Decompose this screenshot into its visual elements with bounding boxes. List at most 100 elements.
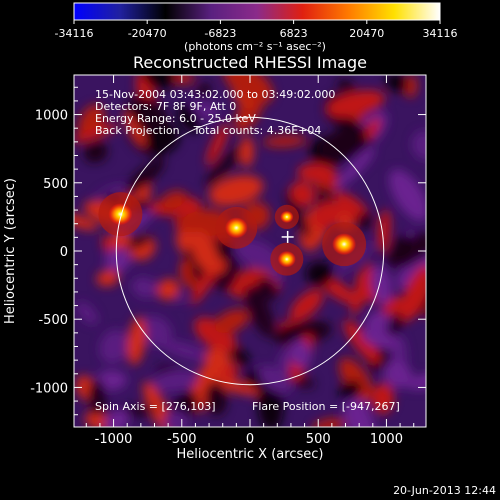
x-tick-label: 1000: [370, 432, 403, 447]
flux-source: [277, 250, 296, 268]
texture-patch: [400, 265, 426, 322]
x-tick-label: 0: [246, 432, 254, 447]
x-axis-title: Heliocentric X (arcsec): [177, 447, 324, 462]
info-line-method: Back Projection Total counts: 4.36E+04: [95, 124, 321, 137]
texture-patch: [273, 320, 332, 346]
colorbar-tick-label: 6823: [280, 27, 308, 40]
x-tick-label: -500: [167, 432, 197, 447]
texture-patch: [99, 329, 129, 364]
texture-patch: [293, 377, 315, 388]
flux-source: [280, 210, 294, 223]
texture-patch: [383, 361, 413, 389]
texture-patch: [377, 209, 391, 253]
texture-patch: [157, 278, 180, 301]
texture-patch: [194, 317, 236, 352]
texture-patch: [339, 357, 373, 401]
texture-patch: [223, 75, 274, 104]
texture-patch: [389, 169, 426, 221]
texture-patch: [297, 163, 337, 184]
solar-limb-circle: [115, 116, 385, 386]
colorbar-tick-label: 34116: [423, 27, 458, 40]
flare-position-label: Flare Position = [-947,267]: [252, 400, 400, 413]
texture-patch: [160, 340, 211, 362]
texture-patch: [138, 315, 172, 347]
texture-patch: [205, 381, 227, 416]
texture-patch: [74, 213, 98, 230]
texture-patch: [355, 212, 373, 230]
colorbar-tick-label: -20470: [128, 27, 167, 40]
texture-patch: [311, 418, 346, 427]
y-tick-label: 500: [43, 177, 68, 192]
timestamp: 20-Jun-2013 12:44: [393, 484, 496, 497]
texture-patch: [305, 261, 334, 287]
x-tick-label: -1000: [95, 432, 133, 447]
texture-patch: [244, 285, 275, 338]
texture-patch: [404, 75, 418, 98]
texture-patch: [204, 144, 245, 187]
texture-patch: [361, 328, 398, 349]
texture-patch: [391, 234, 413, 259]
texture-patch: [83, 141, 108, 163]
texture-patch: [267, 263, 283, 283]
texture-patch: [206, 122, 229, 166]
colorbar-tick-label: -34116: [55, 27, 94, 40]
texture-patch: [190, 230, 219, 273]
texture-patch: [290, 289, 324, 321]
texture-patch: [289, 181, 316, 207]
info-line-time: 15-Nov-2004 03:43:02.000 to 03:49:02.000: [95, 88, 335, 101]
texture-patch: [343, 399, 376, 427]
y-tick-label: 0: [60, 245, 68, 260]
texture-patch: [87, 378, 107, 416]
texture-patch: [152, 369, 199, 392]
texture-patch: [365, 117, 381, 140]
colorbar-unit-label: (photons cm⁻² s⁻¹ asec⁻²): [184, 40, 326, 53]
texture-patch: [177, 104, 201, 133]
texture-patch: [311, 200, 344, 230]
info-line-detectors: Detectors: 7F 8F 9F, Att 0: [95, 100, 236, 113]
texture-patch: [127, 96, 169, 131]
texture-patch: [160, 190, 187, 210]
texture-patch: [385, 232, 426, 269]
texture-patch: [76, 301, 98, 325]
colorbar-ticks: -34116 -20470 -6823 6823 20470 34116: [55, 20, 458, 40]
colorbar-tick-label: -6823: [204, 27, 236, 40]
texture-patch: [196, 82, 212, 98]
texture-patch: [228, 345, 251, 367]
texture-patch: [372, 383, 394, 414]
y-axis-title: Heliocentric Y (arcsec): [3, 178, 18, 324]
axis-ticks: -1000 -500 0 500 1000 -1000 -500 0 500 1000: [30, 75, 426, 447]
colorbar-tick-label: 20470: [349, 27, 384, 40]
texture-patch: [290, 339, 312, 368]
y-tick-label: -500: [38, 313, 68, 328]
texture-patch: [337, 79, 355, 94]
texture-patch: [104, 247, 131, 272]
texture-patch: [239, 136, 254, 167]
info-line-energy: Energy Range: 6.0 - 25.0 keV: [95, 112, 256, 125]
texture-patch: [263, 135, 307, 147]
texture-patch: [96, 269, 120, 287]
texture-patch: [339, 380, 362, 400]
texture-patch: [326, 90, 385, 118]
flux-source: [108, 203, 133, 226]
texture-patch: [407, 373, 426, 390]
texture-patch: [204, 348, 231, 372]
flux-source: [332, 233, 357, 256]
image-texture: [74, 75, 426, 427]
x-tick-label: 500: [306, 432, 331, 447]
spin-axis-label: Spin Axis = [276,103]: [95, 400, 216, 413]
chart-title: Reconstructed RHESSI Image: [133, 53, 367, 72]
flux-source: [224, 217, 248, 239]
texture-patch: [343, 319, 380, 364]
texture-patch: [123, 111, 146, 147]
texture-patch: [318, 125, 376, 160]
texture-patch: [385, 75, 409, 93]
texture-patch: [142, 75, 176, 90]
texture-patch: [234, 238, 280, 271]
colorbar: [73, 2, 441, 21]
texture-patch: [124, 158, 165, 194]
texture-patch: [411, 130, 426, 160]
texture-patch: [258, 365, 292, 394]
spin-axis-marker: [281, 230, 294, 243]
